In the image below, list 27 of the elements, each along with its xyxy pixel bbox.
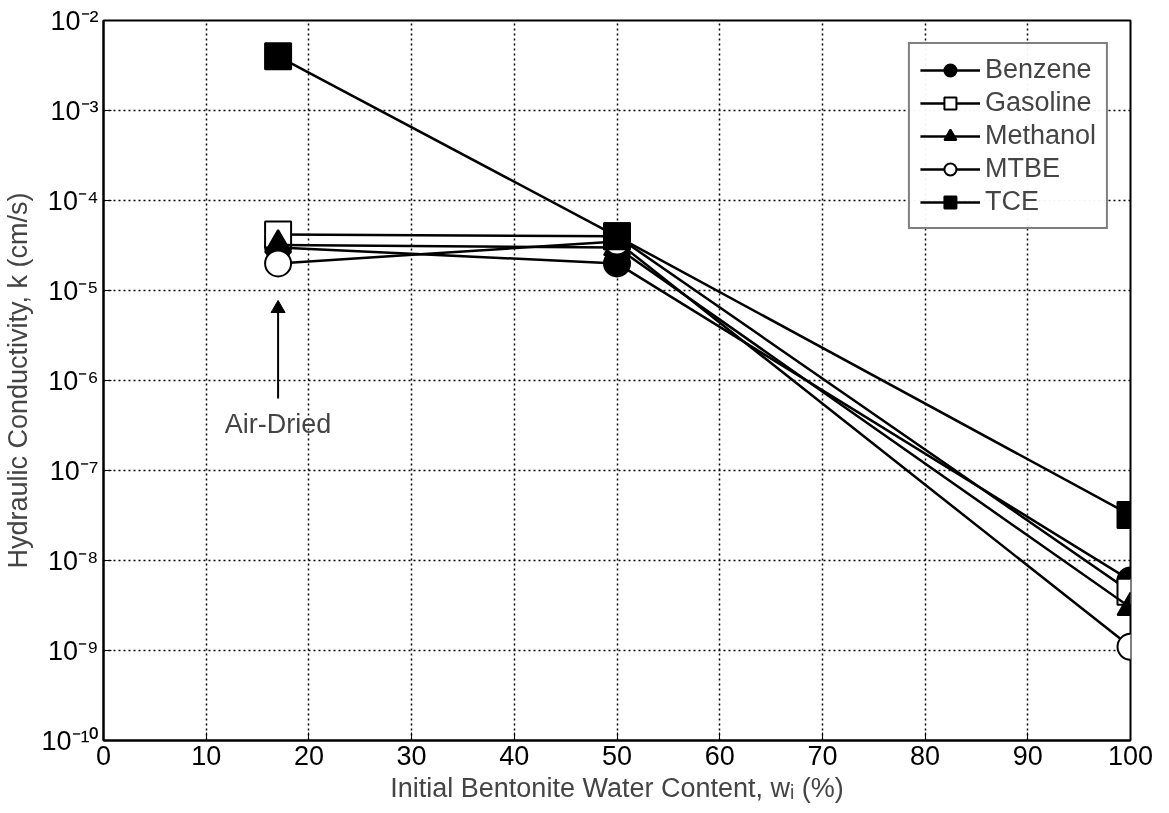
x-tick-label: 0 — [95, 740, 112, 771]
legend-label: TCE — [984, 186, 1039, 217]
x-tick-label: 80 — [910, 740, 941, 771]
x-tick-label: 30 — [396, 740, 427, 771]
y-tick-label: 10⁻⁹ — [47, 635, 99, 666]
x-tick-label: 90 — [1012, 740, 1043, 771]
y-tick-label: 10⁻⁶ — [48, 365, 99, 396]
x-tick-label: 60 — [704, 740, 735, 771]
x-tick-label: 10 — [191, 740, 222, 771]
y-tick-label: 10⁻² — [50, 5, 99, 36]
y-tick-label: 10⁻⁷ — [49, 455, 99, 486]
y-tick-label: 10⁻⁸ — [48, 545, 99, 576]
x-tick-label: 40 — [499, 740, 530, 771]
y-tick-label: 10⁻⁵ — [48, 275, 99, 306]
annotation: Air-Dried — [224, 409, 332, 440]
legend-label: Gasoline — [984, 87, 1092, 118]
x-axis-title: Initial Bentonite Water Content, wᵢ (%) — [390, 772, 844, 803]
x-tick-label: 100 — [1107, 740, 1154, 771]
legend-label: Benzene — [984, 54, 1092, 85]
legend-label: MTBE — [984, 153, 1060, 184]
x-tick-label: 50 — [601, 740, 633, 771]
x-tick-label: 20 — [293, 740, 324, 771]
x-tick-label: 70 — [807, 740, 838, 771]
y-tick-label: 10⁻⁴ — [47, 185, 99, 216]
y-tick-label: 10⁻³ — [50, 95, 99, 126]
y-axis-title: Hydraulic Conductivity, k (cm/s) — [3, 192, 34, 569]
legend-label: Methanol — [984, 120, 1096, 151]
